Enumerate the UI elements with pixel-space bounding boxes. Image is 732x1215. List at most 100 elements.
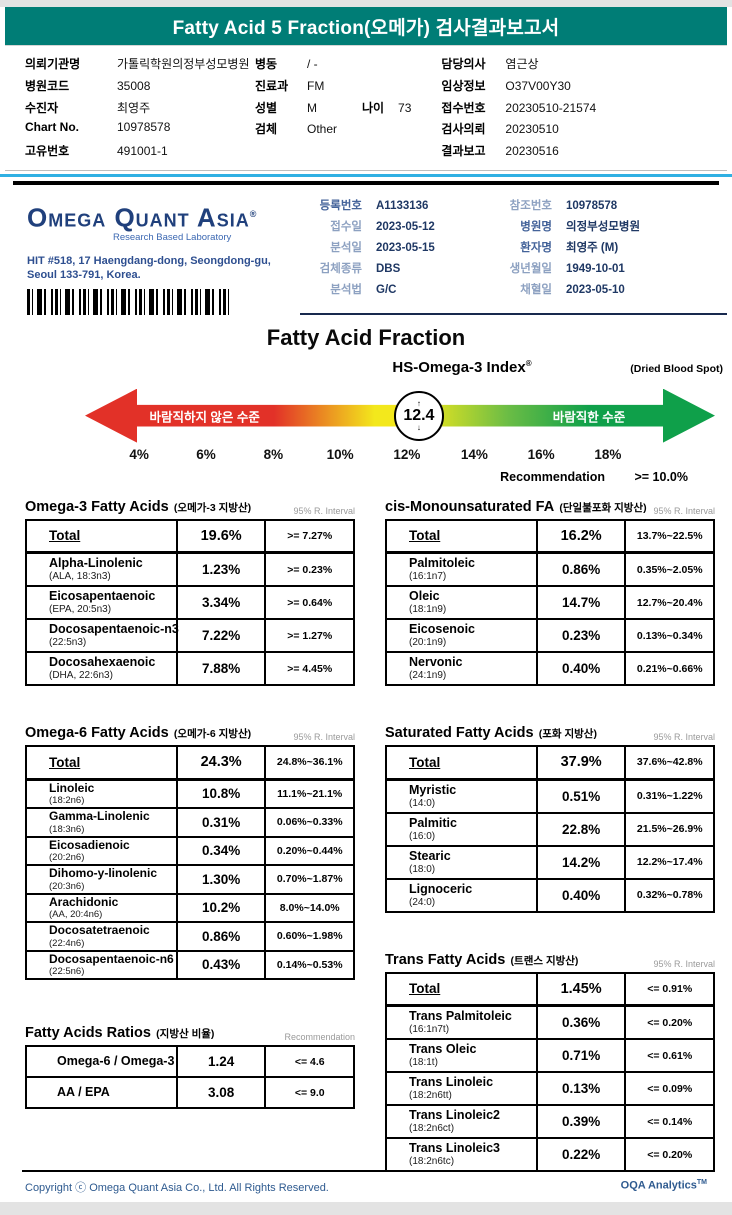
omega6-section: Omega-6 Fatty Acids (오메가-6 지방산) 95% R. I… [25,720,355,981]
reference-interval: >= 4.45% [264,651,355,687]
table-header: cis-Monounsaturated FA (단일불포화 지방산) 95% R… [385,494,715,516]
table-row: Palmitic (16:0) 22.8% 21.5%~26.9% [385,811,715,847]
dried-blood-spot-note: (Dried Blood Spot) [630,362,723,375]
measured-value: 3.34% [175,585,267,621]
reference-interval: >= 0.64% [264,585,355,621]
field-value: FM [307,78,325,93]
measured-value: 0.71% [535,1038,627,1074]
table-title-en: Omega-3 Fatty Acids [25,498,169,515]
field-label: 담당의사 [441,57,486,71]
ratios-table: Omega-6 / Omega-3 1.24 <= 4.6 AA / EPA 3… [25,1045,355,1110]
reference-interval: 0.32%~0.78% [624,877,715,913]
table-title: Trans Fatty Acids (트랜스 지방산) [385,947,578,969]
gauge-value-marker: ↑ 12.4 ↓ [393,390,444,441]
table-title-ko: (지방산 비율) [156,1028,215,1041]
lab-info-row: 참조번호 10978578 [490,197,727,218]
trans-table: Total 1.45% <= 0.91% Trans Palmitoleic (… [385,971,715,1173]
measured-value: 0.40% [535,651,627,687]
reference-interval: >= 1.27% [264,618,355,654]
field-label: 환자명 [520,241,552,254]
field-label: 참조번호 [509,199,552,212]
gauge-tick-label: 10% [326,446,354,462]
table-row: Stearic (18:0) 14.2% 12.2%~17.4% [385,844,715,880]
lab-info-row: 생년월일 1949-10-01 [490,260,727,281]
field-label: 접수일 [330,220,362,233]
lab-logo: Omega Quant Asia® [27,201,300,231]
lab-info-section: Omega Quant Asia® Research Based Laborat… [5,197,727,315]
patient-info-row: 진료과 FM [255,77,441,99]
gauge-tick-label: 8% [263,446,284,462]
registered-mark: ® [525,358,532,368]
patient-info-row: 접수번호 20230510-21574 [441,99,719,121]
gauge-down-arrow-icon: ↓ [416,423,421,433]
recommendation-row: Recommendation >= 10.0% [0,470,688,484]
lab-info-row: 병원명 의정부성모병원 [490,218,727,239]
lab-info-row: 분석일 2023-05-15 [300,239,490,260]
table-row: Trans Linoleic3 (18:2n6tc) 0.22% <= 0.20… [385,1137,715,1173]
field-value: 2023-05-15 [376,241,435,254]
interval-note: 95% R. Interval [653,958,715,969]
measured-value: 0.86% [535,551,627,588]
reference-interval: 37.6%~42.8% [624,745,715,781]
patient-info-row: 검사의뢰 20230510 [441,120,719,142]
fatty-acid-code: (DHA, 22:6n3) [49,670,113,682]
field-value: 의정부성모병원 [566,220,641,233]
table-row: Docosahexaenoic (DHA, 22:6n3) 7.88% >= 4… [25,651,355,687]
page-footer: Copyright ⓒ Omega Quant Asia Co., Ltd. A… [0,1170,732,1195]
table-header: Omega-3 Fatty Acids (오메가-3 지방산) 95% R. I… [25,494,355,516]
field-label: 생년월일 [509,262,552,275]
patient-info-middle-column: 병동 / - 진료과 FM 성별 M 나이 73 검체 Other [255,55,441,164]
fatty-acid-code: (EPA, 20:5n3) [49,604,112,616]
gauge-tick-label: 18% [594,446,622,462]
gauge-tick-label: 14% [460,446,488,462]
saturated-section: Saturated Fatty Acids (포화 지방산) 95% R. In… [385,720,715,913]
omega3-section: Omega-3 Fatty Acids (오메가-3 지방산) 95% R. I… [25,494,355,687]
lab-info-row: 채혈일 2023-05-10 [490,281,727,302]
gauge-tick-label: 12% [393,446,421,462]
patient-info-left-column: 의뢰기관명 가톨릭학원의정부성모병원 병원코드 35008 수진자 최영주 Ch… [25,55,255,164]
reference-interval: <= 0.61% [624,1038,715,1074]
fatty-acid-code: (ALA, 18:3n3) [49,571,111,583]
patient-info-row: 결과보고 20230516 [441,142,719,164]
field-value: 1949-10-01 [566,262,625,275]
report-banner: Fatty Acid 5 Fraction(오메가) 검사결과보고서 [5,7,727,45]
gauge-scale: 4% 6% 8% 10% 12% 14% 16% 18% [85,447,715,464]
measured-value: 3.08 [175,1076,267,1110]
fatty-acid-name: Arachidonic [49,894,119,909]
reference-interval: 24.8%~36.1% [264,745,355,781]
fatty-acid-code: (22:5n6) [49,966,85,978]
reference-interval: 21.5%~26.9% [624,811,715,847]
fatty-acid-name: Eicosapentaenoic [49,589,156,604]
lab-info-row: 환자명 최영주 (M) [490,239,727,260]
reference-interval: 0.20%~0.44% [264,835,355,867]
table-title-en: Trans Fatty Acids [385,951,506,968]
fatty-acid-name: Lignoceric [409,881,473,896]
table-title-en: Saturated Fatty Acids [385,725,534,742]
table-title: Omega-3 Fatty Acids (오메가-3 지방산) [25,494,251,516]
patient-info-row: 병원코드 35008 [25,77,255,99]
reference-interval: <= 0.14% [624,1104,715,1140]
reference-interval: 0.13%~0.34% [624,618,715,654]
gauge-undesirable-label: 바람직하지 않은 수준 [149,410,260,425]
field-value: 최영주 [117,100,151,115]
gauge-value: 12.4 [403,407,435,425]
table-row: Dihomo-y-linolenic (20:3n6) 1.30% 0.70%~… [25,864,355,895]
table-row: Omega-6 / Omega-3 1.24 <= 4.6 [25,1045,355,1079]
cyan-divider-line [0,173,732,177]
lab-address: HIT #518, 17 Haengdang-dong, Seongdong-g… [27,254,300,282]
table-title-en: cis-Monounsaturated FA [385,498,555,515]
monounsaturated-table: Total 16.2% 13.7%~22.5% Palmitoleic (16:… [385,518,715,687]
reference-interval: >= 0.23% [264,551,355,588]
field-value: 491001-1 [117,144,168,159]
reference-interval: 13.7%~22.5% [624,518,715,555]
table-row: Palmitoleic (16:1n7) 0.86% 0.35%~2.05% [385,551,715,588]
measured-value: 0.43% [175,949,267,981]
reference-interval: <= 0.20% [624,1137,715,1173]
table-row: Trans Linoleic (18:2n6tt) 0.13% <= 0.09% [385,1071,715,1107]
field-value: 20230516 [505,144,559,159]
patient-info-row: 담당의사 염근상 [441,55,719,77]
omega3-index-gauge: 바람직하지 않은 수준 바람직한 수준 ↑ 12.4 ↓ [85,389,715,443]
fatty-acid-code: (22:4n6) [49,937,85,949]
lab-logo-block: Omega Quant Asia® Research Based Laborat… [5,197,300,315]
measured-value: 14.7% [535,585,627,621]
